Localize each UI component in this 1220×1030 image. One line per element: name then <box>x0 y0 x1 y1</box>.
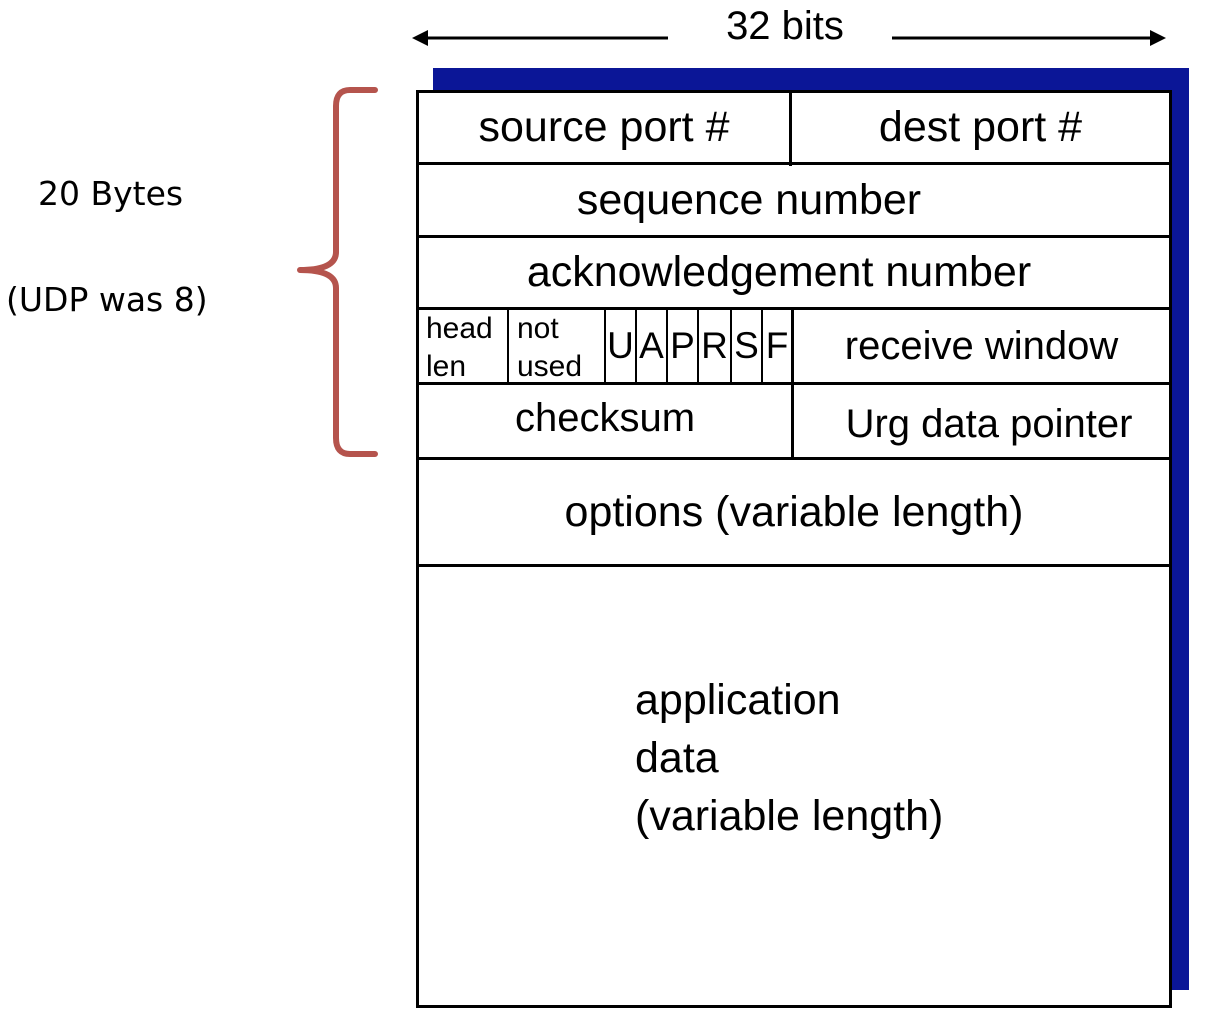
tcp-segment: source port # dest port # sequence numbe… <box>416 90 1172 1008</box>
width-arrow <box>412 30 1166 46</box>
app-data-line: data <box>635 734 719 782</box>
header-size-label: 20 Bytes <box>38 174 184 213</box>
width-label: 32 bits <box>726 4 844 48</box>
app-data-line: application <box>635 676 841 724</box>
field-divider <box>604 310 606 382</box>
field-divider <box>761 310 763 382</box>
flag-psh: P <box>670 325 695 366</box>
application-data-field: application data (variable length) <box>635 671 943 845</box>
not-used-line1: not <box>517 312 559 345</box>
row-divider <box>419 564 1169 567</box>
field-divider <box>666 310 668 382</box>
head-len-line1: head <box>426 312 493 345</box>
row-divider <box>419 162 1169 165</box>
acknowledgement-number-field: acknowledgement number <box>526 248 1032 296</box>
source-port-field: source port # <box>478 103 730 151</box>
flag-rst: R <box>701 325 728 366</box>
header-brace <box>297 87 378 457</box>
field-divider <box>635 310 637 382</box>
row-divider <box>419 235 1169 238</box>
flag-urg: U <box>607 325 634 366</box>
dest-port-field: dest port # <box>878 103 1083 151</box>
field-divider <box>507 310 509 382</box>
field-divider <box>730 310 732 382</box>
options-field: options (variable length) <box>564 487 1024 536</box>
not-used-line2: used <box>517 350 583 383</box>
field-divider <box>697 310 699 382</box>
head-len-field: head len <box>426 310 493 386</box>
port-divider <box>789 93 792 166</box>
udp-note-label: (UDP was 8) <box>6 280 208 319</box>
field-divider <box>791 310 794 460</box>
app-data-line: (variable length) <box>635 792 944 840</box>
receive-window-field: receive window <box>844 323 1119 368</box>
not-used-field: not used <box>517 310 582 386</box>
row-divider <box>419 382 1169 385</box>
row-divider <box>419 457 1169 460</box>
sequence-number-field: sequence number <box>576 175 922 224</box>
flag-fin: F <box>765 325 789 366</box>
checksum-field: checksum <box>514 395 696 440</box>
head-len-line2: len <box>426 350 467 383</box>
row-divider <box>419 307 1169 310</box>
flag-ack: A <box>639 325 664 366</box>
urg-data-pointer-field: Urg data pointer <box>845 401 1133 446</box>
flag-syn: S <box>734 325 759 366</box>
